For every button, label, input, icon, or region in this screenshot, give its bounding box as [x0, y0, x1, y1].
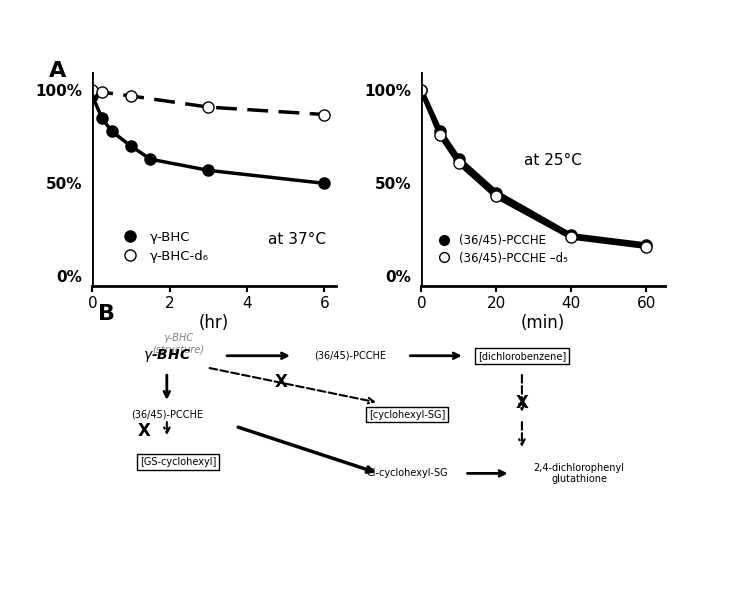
Text: X: X	[516, 394, 528, 412]
Text: γ-BHC
(structure): γ-BHC (structure)	[152, 333, 204, 355]
Text: 2,4-dichlorophenyl
glutathione: 2,4-dichlorophenyl glutathione	[534, 463, 624, 484]
X-axis label: (hr): (hr)	[199, 314, 229, 332]
X-axis label: (min): (min)	[521, 314, 565, 332]
Text: (36/45)-PCCHE: (36/45)-PCCHE	[314, 351, 386, 361]
Legend: γ-BHC, γ-BHC-d₆: γ-BHC, γ-BHC-d₆	[111, 225, 214, 269]
Text: (36/45)-PCCHE: (36/45)-PCCHE	[131, 410, 202, 420]
Text: at 25°C: at 25°C	[524, 153, 582, 168]
Text: at 37°C: at 37°C	[268, 232, 326, 247]
Text: X: X	[137, 422, 150, 440]
Text: [cyclohexyl-SG]: [cyclohexyl-SG]	[370, 410, 446, 420]
Text: X: X	[275, 373, 287, 390]
Legend: (36/45)-PCCHE, (36/45)-PCCHE –d₅: (36/45)-PCCHE, (36/45)-PCCHE –d₅	[427, 229, 573, 269]
Text: A: A	[49, 61, 66, 81]
Text: $\gamma$-BHC: $\gamma$-BHC	[143, 347, 191, 364]
Text: [GS-cyclohexyl]: [GS-cyclohexyl]	[140, 457, 217, 466]
Text: Cl-cyclohexyl-SG: Cl-cyclohexyl-SG	[367, 468, 448, 478]
Text: B: B	[98, 304, 115, 324]
Text: [dichlorobenzene]: [dichlorobenzene]	[478, 351, 566, 361]
